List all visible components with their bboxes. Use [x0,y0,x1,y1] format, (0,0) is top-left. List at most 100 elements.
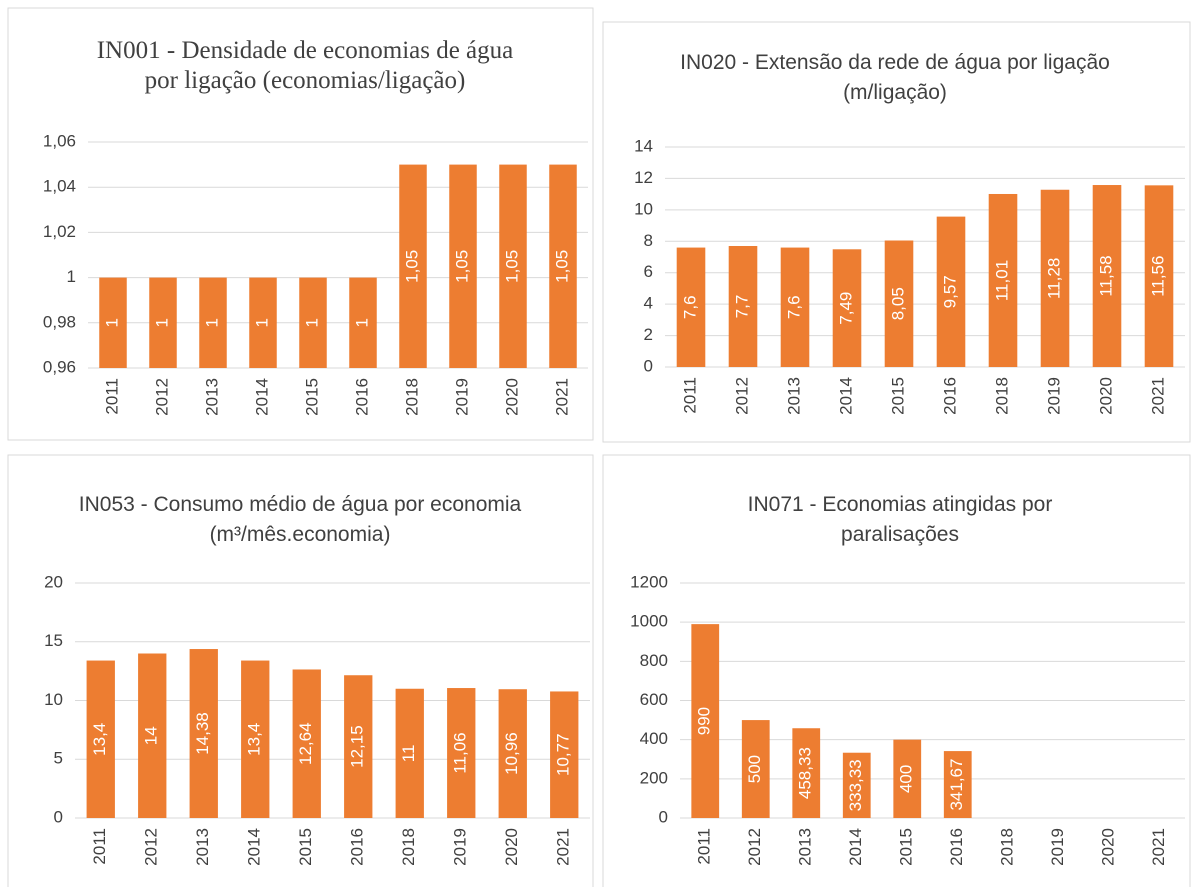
x-tick-label: 2019 [452,378,471,416]
chart-border [7,7,594,441]
x-tick-label: 2014 [252,378,271,416]
x-tick-label: 2021 [1149,828,1168,866]
y-tick-label: 0,96 [43,357,76,376]
bar [842,752,871,818]
data-label: 1 [252,318,271,327]
data-label: 7,6 [784,295,803,319]
bar [936,216,966,367]
bar [1144,185,1174,367]
y-tick-label: 200 [640,768,668,787]
data-label: 1 [352,318,371,327]
x-tick-label: 2011 [102,378,121,415]
bar [893,739,922,818]
bar [1040,189,1070,367]
bar [138,653,167,818]
x-tick-label: 2013 [784,377,803,415]
bar [943,751,972,818]
bar [447,688,476,818]
data-label: 14,38 [193,712,212,755]
chart-title: IN071 - Economias atingidas por paralisa… [747,493,1053,546]
x-tick-label: 2016 [947,828,966,866]
x-tick-label: 2020 [1099,828,1118,866]
data-label: 458,33 [796,747,815,799]
data-label: 11,06 [451,732,470,773]
data-label: 7,7 [732,295,751,319]
bar [549,164,577,368]
bar [189,649,218,818]
data-label: 990 [695,707,714,735]
y-tick-label: 4 [644,294,653,313]
data-label: 7,6 [680,295,699,319]
y-tick-label: 0 [644,356,653,375]
x-tick-label: 2019 [1048,828,1067,866]
bar [344,675,373,818]
x-tick-label: 2016 [352,378,371,416]
x-tick-label: 2018 [998,828,1017,866]
y-tick-label: 600 [640,690,668,709]
data-label: 1,05 [402,250,421,283]
bar [399,164,427,368]
bar [550,691,579,818]
y-tick-label: 1000 [630,612,668,631]
y-tick-label: 1,06 [43,131,76,150]
chart-border [602,454,1191,887]
x-tick-label: 2013 [796,828,815,866]
x-tick-label: 2011 [90,828,109,865]
data-label: 1 [152,318,171,327]
data-label: 13,4 [90,723,109,756]
x-tick-label: 2015 [897,828,916,866]
y-tick-label: 5 [54,749,63,768]
bar [241,660,270,818]
x-tick-label: 2021 [1148,377,1167,415]
y-tick-label: 14 [634,136,653,155]
data-label: 7,49 [836,292,855,325]
x-tick-label: 2011 [680,377,699,414]
data-label: 11,58 [1096,255,1115,296]
x-tick-label: 2015 [888,377,907,415]
x-tick-label: 2021 [554,828,573,866]
chart-title: IN053 - Consumo médio de água por econom… [78,493,522,546]
bar [780,247,810,367]
bar [728,246,758,367]
data-label: 11,56 [1148,256,1167,297]
data-label: 10,96 [502,732,521,775]
x-tick-label: 2015 [302,378,321,416]
data-label: 11,28 [1044,258,1063,299]
data-label: 14 [142,726,161,745]
x-tick-label: 2020 [1096,377,1115,415]
bar [792,728,821,818]
bar [86,660,115,818]
chart-border [602,21,1191,443]
x-tick-label: 2013 [193,828,212,866]
data-label: 11,01 [992,260,1011,301]
data-label: 12,64 [296,722,315,765]
data-label: 400 [897,765,916,793]
bar [1092,185,1122,367]
y-tick-label: 0 [54,807,63,826]
data-label: 13,4 [245,723,264,756]
data-label: 12,15 [348,725,367,768]
y-tick-label: 1,02 [43,222,76,241]
x-tick-label: 2014 [846,828,865,866]
x-tick-label: 2013 [202,378,221,416]
bar [988,193,1018,367]
bar [199,277,227,368]
x-tick-label: 2018 [399,828,418,866]
bar [741,720,770,818]
bar [299,277,327,368]
bar [249,277,277,368]
x-tick-label: 2016 [348,828,367,866]
data-label: 10,77 [554,733,573,776]
bar [395,688,424,818]
y-tick-label: 1200 [630,572,668,591]
y-tick-label: 10 [634,199,653,218]
data-label: 333,33 [846,759,865,811]
data-label: 1,05 [552,250,571,283]
chart-border [7,454,594,887]
data-label: 1 [202,318,221,327]
y-tick-label: 15 [44,631,63,650]
y-tick-label: 1,04 [43,177,76,196]
data-label: 1,05 [452,250,471,283]
y-tick-label: 8 [644,231,653,250]
